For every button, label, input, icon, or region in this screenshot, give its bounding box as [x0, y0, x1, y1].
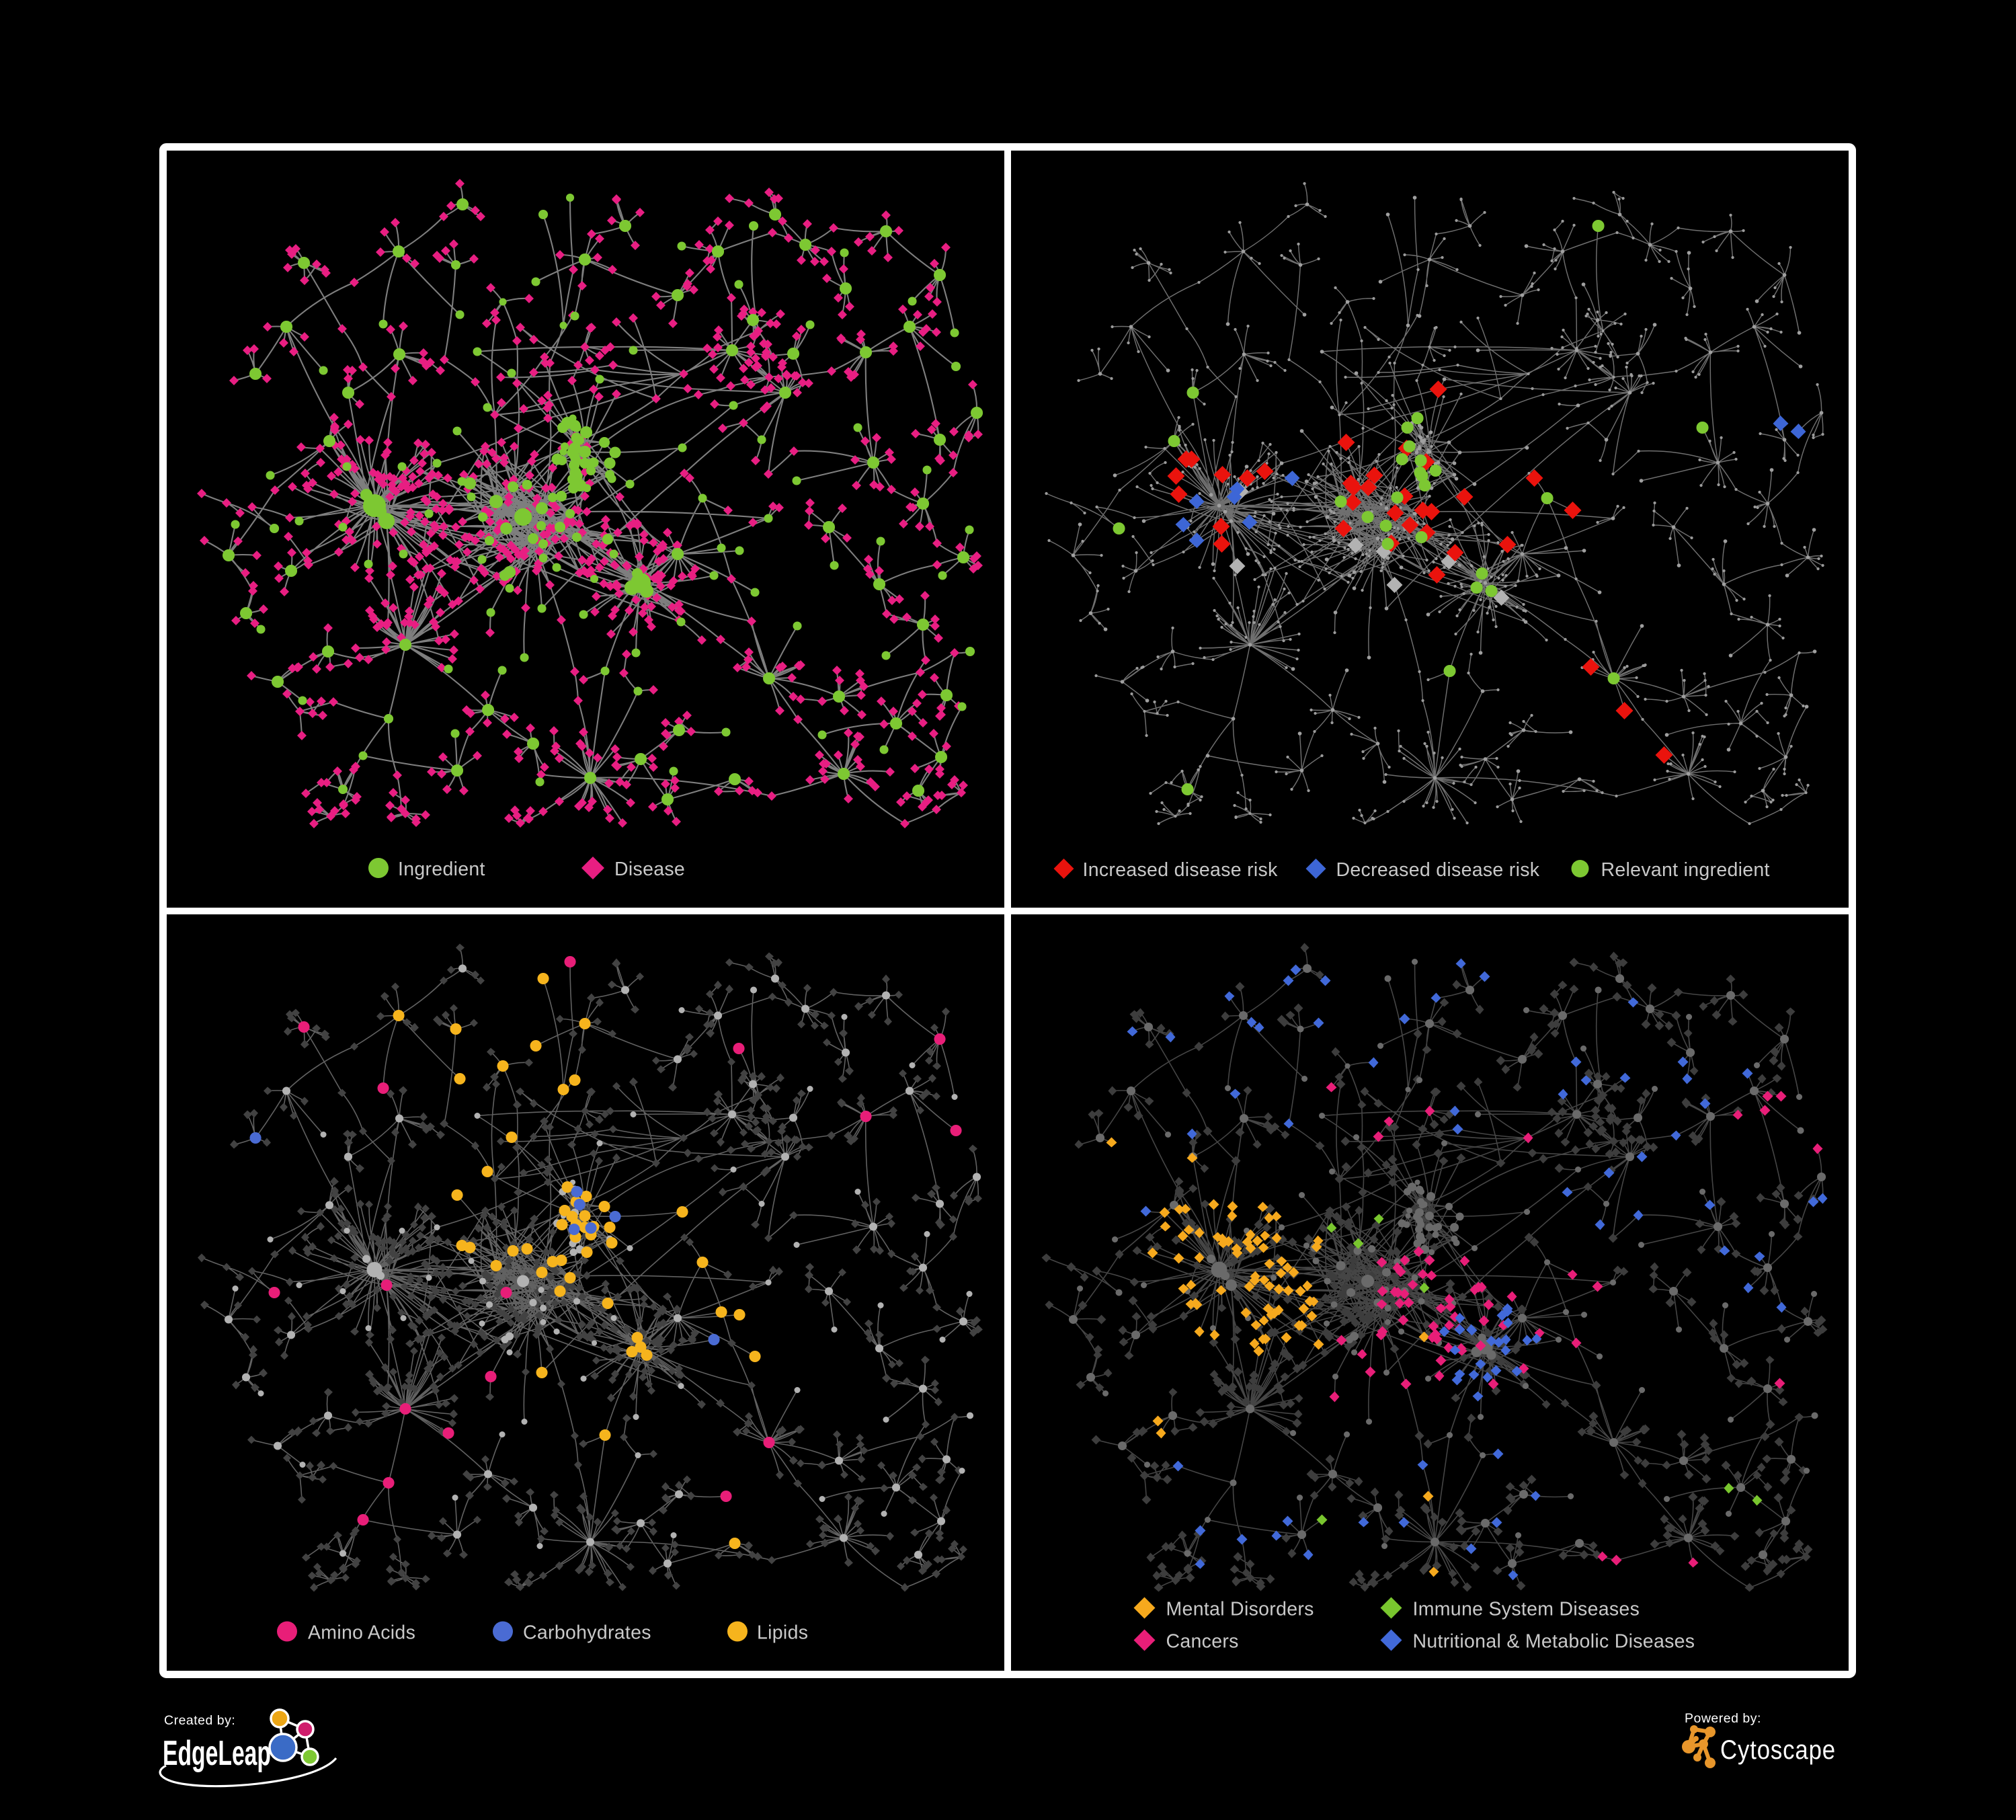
svg-text:Cancers: Cancers: [1166, 1631, 1239, 1653]
svg-text:EdgeLeap: EdgeLeap: [163, 1734, 271, 1773]
svg-text:Amino Acids: Amino Acids: [308, 1622, 415, 1644]
svg-text:Immune System Diseases: Immune System Diseases: [1413, 1599, 1640, 1620]
svg-text:Disease: Disease: [614, 859, 685, 880]
svg-text:Ingredient: Ingredient: [398, 859, 485, 880]
svg-text:Decreased disease risk: Decreased disease risk: [1336, 859, 1540, 881]
svg-text:Carbohydrates: Carbohydrates: [523, 1622, 651, 1644]
svg-text:Nutritional & Metabolic Diseas: Nutritional & Metabolic Diseases: [1413, 1631, 1695, 1653]
svg-text:Relevant ingredient: Relevant ingredient: [1601, 859, 1770, 881]
svg-text:Powered by:: Powered by:: [1685, 1711, 1761, 1726]
svg-text:Cytoscape: Cytoscape: [1720, 1735, 1836, 1765]
svg-text:Lipids: Lipids: [757, 1622, 808, 1644]
svg-text:Increased disease risk: Increased disease risk: [1083, 859, 1279, 881]
svg-text:Mental Disorders: Mental Disorders: [1166, 1599, 1314, 1620]
svg-text:Created by:: Created by:: [164, 1713, 235, 1728]
